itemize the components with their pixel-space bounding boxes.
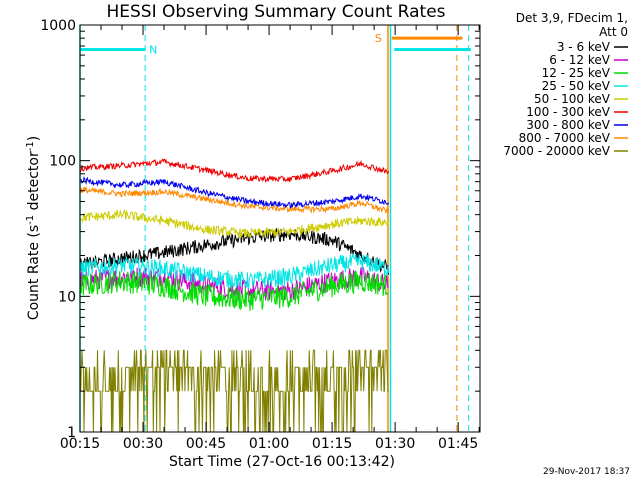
legend-label-7: 800 - 7000 keV (519, 131, 611, 145)
y-tick-label-0: 1 (67, 425, 76, 441)
legend-header-line1: Det 3,9, FDecim 1, (516, 11, 628, 25)
marker-label-0: N (149, 43, 157, 56)
marker-label-1: S (375, 32, 382, 45)
y-tick-label-1: 10 (58, 289, 76, 305)
legend-label-6: 300 - 800 keV (526, 118, 610, 132)
series-line-5 (79, 158, 390, 184)
legend-label-3: 25 - 50 keV (542, 79, 611, 93)
series-line-0 (79, 228, 390, 275)
legend-label-8: 7000 - 20000 keV (503, 144, 610, 158)
y-axis-label: Count Rate (s-1 detector-1) (25, 136, 42, 320)
series-line-2 (79, 270, 389, 312)
series-line-6 (80, 176, 390, 209)
legend-label-0: 3 - 6 keV (557, 40, 611, 54)
x-tick-label-2: 00:45 (186, 436, 226, 452)
x-tick-label-6: 01:45 (438, 436, 478, 452)
x-axis: 00:15 00:30 00:45 01:00 01:15 01:30 01:45 (60, 25, 480, 452)
series-line-7 (79, 185, 390, 214)
series-line-4 (79, 208, 390, 239)
y-axis: 1 10 100 1000 (40, 18, 480, 441)
series-line-3 (79, 252, 390, 290)
legend-label-5: 100 - 300 keV (526, 105, 610, 119)
legend-header-line2: Att 0 (599, 25, 628, 39)
x-tick-label-1: 00:30 (123, 436, 163, 452)
footer-timestamp: 29-Nov-2017 18:37 (543, 467, 630, 477)
x-tick-label-5: 01:30 (375, 436, 415, 452)
x-axis-label: Start Time (27-Oct-16 00:13:42) (169, 454, 395, 470)
series-line-8 (79, 349, 389, 433)
legend-label-1: 6 - 12 keV (549, 53, 611, 67)
plot-area: NS (79, 25, 471, 433)
legend-label-4: 50 - 100 keV (534, 92, 611, 106)
x-tick-label-4: 01:15 (312, 436, 352, 452)
x-tick-label-3: 01:00 (249, 436, 289, 452)
plot-frame (79, 24, 481, 433)
x-tick-label-0: 00:15 (60, 436, 100, 452)
y-tick-label-2: 100 (49, 154, 76, 170)
y-tick-label-3: 1000 (40, 18, 76, 34)
legend-label-2: 12 - 25 keV (542, 66, 611, 80)
chart-title: HESSI Observing Summary Count Rates (106, 2, 445, 22)
